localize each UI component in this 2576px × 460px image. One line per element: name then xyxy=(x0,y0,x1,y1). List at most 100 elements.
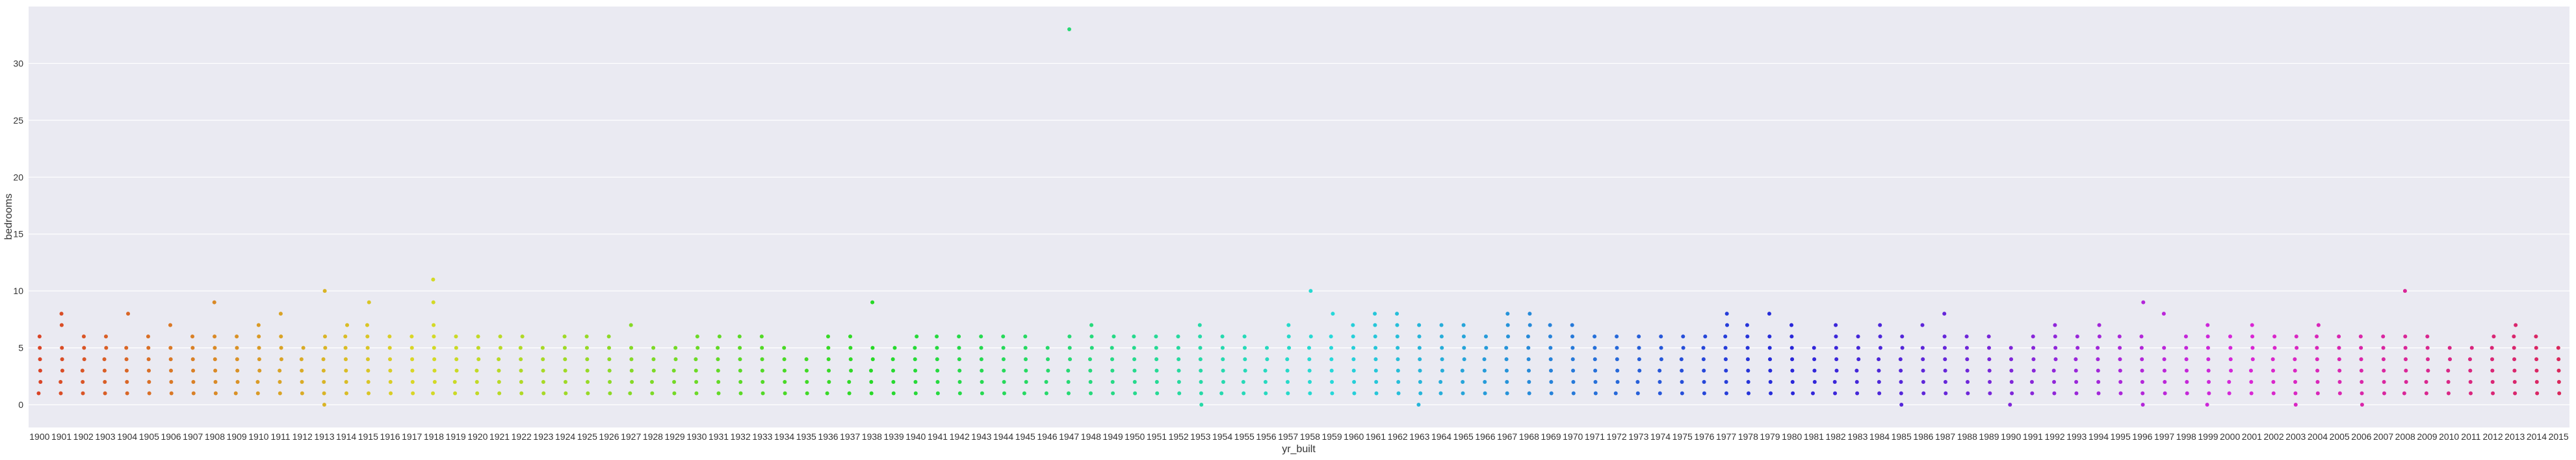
data-point xyxy=(1045,345,1050,350)
data-point xyxy=(980,380,984,385)
x-tick-label: 1951 xyxy=(1147,431,1167,442)
data-point xyxy=(80,368,85,373)
data-point xyxy=(1418,380,1422,385)
data-point xyxy=(891,357,895,362)
data-point xyxy=(1898,357,1903,362)
x-tick-label: 1990 xyxy=(2001,431,2021,442)
data-point xyxy=(696,345,700,350)
data-point xyxy=(1418,368,1422,373)
data-point xyxy=(1724,380,1728,385)
data-point xyxy=(103,380,107,385)
data-point xyxy=(1287,345,1292,350)
x-tick-label: 1903 xyxy=(95,431,115,442)
data-point xyxy=(1111,391,1115,396)
data-point xyxy=(1987,368,1992,373)
data-point xyxy=(913,380,918,385)
x-tick-label: 2005 xyxy=(2330,431,2350,442)
x-tick-label: 1906 xyxy=(161,431,181,442)
x-tick-label: 1984 xyxy=(1869,431,1890,442)
data-point xyxy=(1943,368,1947,373)
data-point xyxy=(2140,403,2145,407)
x-tick-label: 1964 xyxy=(1431,431,1451,442)
data-point xyxy=(1768,368,1773,373)
data-point xyxy=(1921,391,1926,396)
data-point xyxy=(452,380,457,385)
data-point xyxy=(1549,368,1554,373)
data-point xyxy=(322,289,327,293)
data-point xyxy=(2206,357,2211,362)
data-point xyxy=(1834,368,1839,373)
data-point xyxy=(1549,380,1554,385)
data-point xyxy=(279,357,283,362)
data-point xyxy=(1066,368,1071,373)
data-point xyxy=(717,334,722,339)
data-point xyxy=(1811,391,1815,396)
data-point xyxy=(2360,403,2364,407)
data-point xyxy=(870,345,875,350)
data-point xyxy=(1417,334,1422,339)
data-point xyxy=(1790,368,1795,373)
x-tick-label: 1907 xyxy=(183,431,203,442)
data-point xyxy=(1921,368,1925,373)
data-point xyxy=(1154,334,1158,339)
data-point xyxy=(870,357,875,362)
data-point xyxy=(870,300,875,304)
data-point xyxy=(2053,357,2058,362)
data-point xyxy=(1044,391,1048,396)
x-tick-label: 2012 xyxy=(2482,431,2503,442)
data-point xyxy=(475,368,479,373)
data-point xyxy=(849,368,853,373)
data-point xyxy=(36,391,41,396)
data-point xyxy=(1023,334,1028,339)
x-tick-label: 2006 xyxy=(2351,431,2371,442)
data-point xyxy=(2446,368,2451,373)
x-tick-label: 2009 xyxy=(2417,431,2437,442)
data-point xyxy=(1002,380,1006,385)
data-point xyxy=(1593,380,1598,385)
data-point xyxy=(1746,368,1750,373)
data-point xyxy=(1396,380,1401,385)
x-tick-label: 2014 xyxy=(2527,431,2547,442)
x-tick-label: 1971 xyxy=(1585,431,1605,442)
data-point xyxy=(1351,368,1356,373)
data-point xyxy=(2425,334,2430,339)
data-point xyxy=(146,368,151,373)
data-point xyxy=(1087,357,1092,362)
data-point xyxy=(586,380,590,385)
data-point xyxy=(1417,345,1422,350)
data-point xyxy=(191,380,196,385)
data-point xyxy=(2426,357,2430,362)
data-point xyxy=(1197,323,1202,327)
x-tick-label: 1938 xyxy=(862,431,882,442)
data-point xyxy=(344,368,348,373)
data-point xyxy=(1942,345,1947,350)
data-point xyxy=(1528,312,1532,316)
data-point xyxy=(586,391,590,396)
data-point xyxy=(2403,334,2408,339)
data-point xyxy=(1330,380,1334,385)
data-point xyxy=(2446,380,2451,385)
x-tick-label: 1960 xyxy=(1344,431,1364,442)
data-point xyxy=(2469,391,2473,396)
data-point xyxy=(2534,368,2539,373)
x-tick-label: 1966 xyxy=(1475,431,1495,442)
data-point xyxy=(2293,391,2298,396)
data-point xyxy=(102,368,107,373)
x-tick-label: 1940 xyxy=(905,431,926,442)
data-point xyxy=(1373,368,1378,373)
data-point xyxy=(673,345,678,350)
x-tick-label: 1905 xyxy=(139,431,159,442)
data-point xyxy=(1112,334,1116,339)
data-point xyxy=(630,380,634,385)
data-point xyxy=(2009,368,2014,373)
data-point xyxy=(1526,368,1531,373)
data-point xyxy=(1658,368,1662,373)
data-point xyxy=(1154,345,1158,350)
x-tick-label: 1995 xyxy=(2111,431,2131,442)
data-point xyxy=(2424,380,2428,385)
data-point xyxy=(1110,345,1114,350)
x-tick-label: 1945 xyxy=(1015,431,1035,442)
data-point xyxy=(1878,334,1882,339)
x-tick-label: 1962 xyxy=(1388,431,1408,442)
data-point xyxy=(716,380,721,385)
